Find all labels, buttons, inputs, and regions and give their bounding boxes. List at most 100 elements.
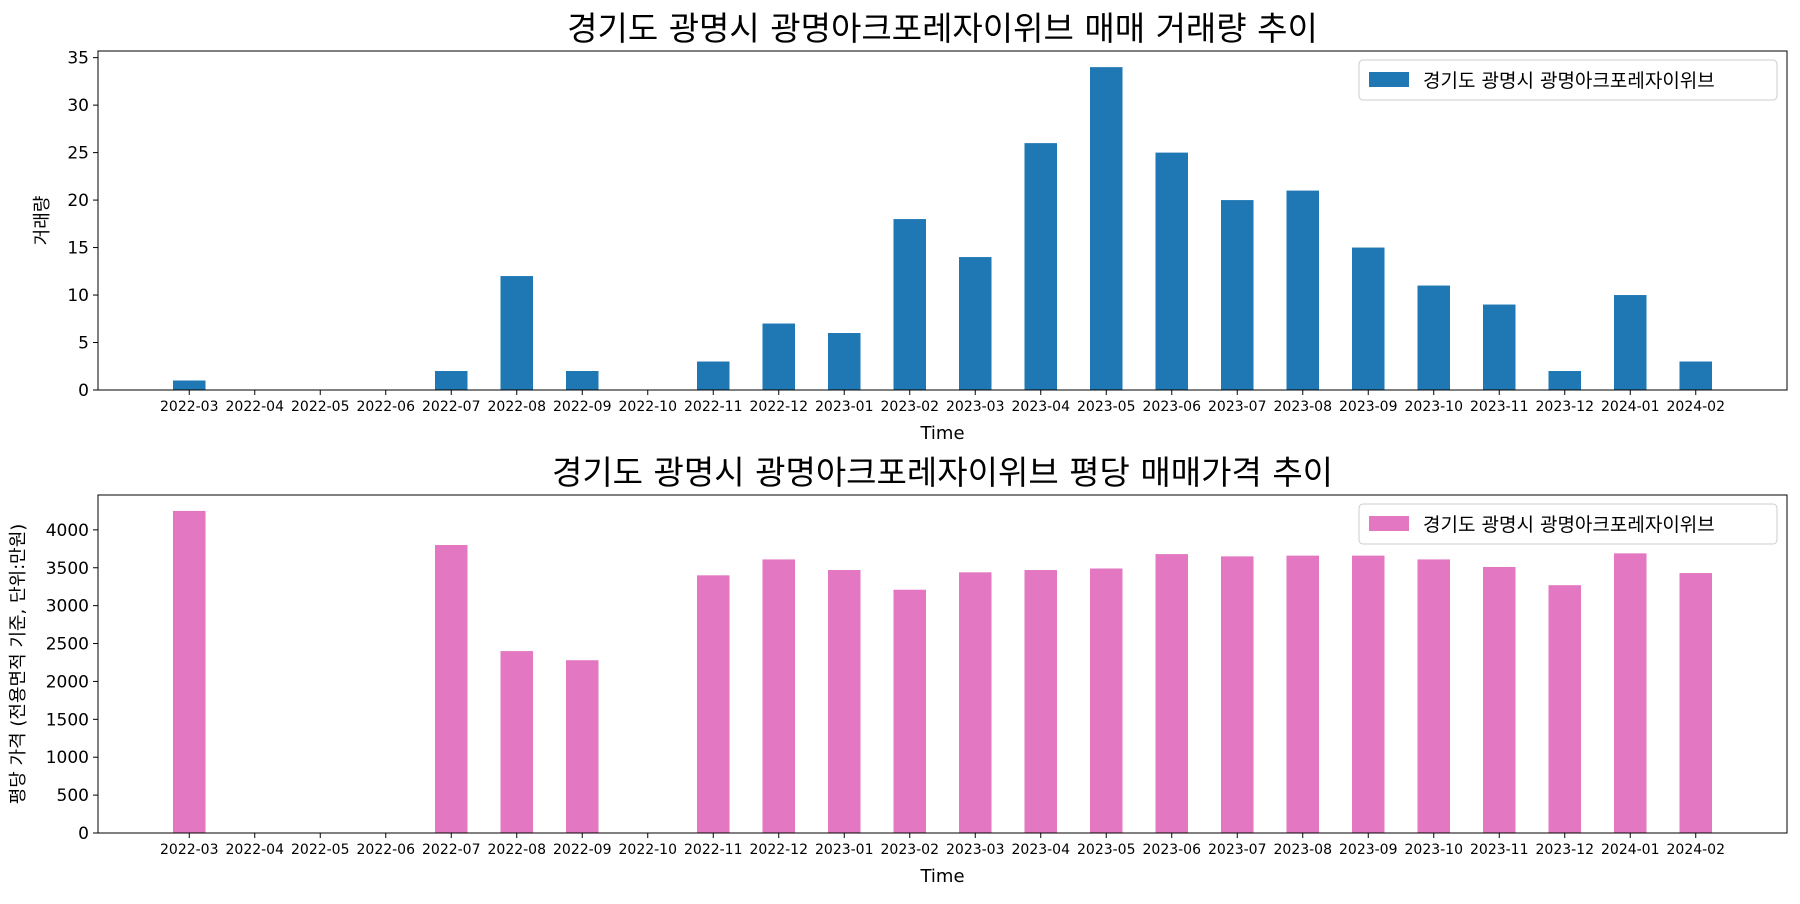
y-tick-label: 0 — [78, 824, 89, 844]
bar-2023-08 — [1286, 555, 1319, 833]
x-tick-label: 2022-10 — [619, 399, 678, 415]
bar-2023-01 — [828, 570, 861, 833]
y-tick-label: 3000 — [46, 597, 89, 617]
x-tick-label: 2023-11 — [1470, 399, 1529, 415]
x-tick-label: 2022-10 — [619, 842, 678, 858]
bar-2023-02 — [893, 219, 926, 390]
plot-frame — [97, 50, 1788, 391]
bar-2023-07 — [1221, 556, 1254, 833]
legend-label: 경기도 광명시 광명아크포레자이위브 — [1423, 70, 1715, 92]
x-tick-label: 2023-12 — [1536, 399, 1595, 415]
x-tick-label: 2022-11 — [684, 842, 743, 858]
bar-2023-10 — [1417, 285, 1450, 390]
y-tick-label: 2500 — [46, 635, 89, 655]
x-axis-label: Time — [919, 423, 964, 444]
x-tick-label: 2023-09 — [1339, 842, 1398, 858]
chart-title: 경기도 광명시 광명아크포레자이위브 평당 매매가격 추이 — [552, 453, 1333, 492]
chart-panel-2: 경기도 광명시 광명아크포레자이위브 평당 매매가격 추이 0 500 1000 150… — [8, 453, 1788, 887]
y-tick-label: 2000 — [46, 672, 89, 692]
x-tick-label: 2022-04 — [226, 399, 285, 415]
x-tick-label: 2023-01 — [815, 399, 874, 415]
y-axis-label: 평당 가격 (전용면적 기준, 단위:만원) — [8, 524, 29, 805]
y-tick-label: 1000 — [46, 748, 89, 768]
y-tick-label: 5 — [78, 334, 89, 354]
x-tick-label: 2024-01 — [1601, 399, 1660, 415]
x-tick-label: 2022-05 — [291, 842, 350, 858]
bar-2023-10 — [1417, 559, 1450, 833]
y-tick-label: 20 — [67, 191, 89, 211]
bar-2023-04 — [1024, 143, 1057, 390]
bar-2023-12 — [1548, 585, 1581, 833]
x-tick-label: 2022-06 — [357, 399, 416, 415]
y-tick-label: 35 — [67, 49, 89, 69]
x-tick-label: 2022-06 — [357, 842, 416, 858]
legend-swatch — [1369, 72, 1409, 87]
legend-box — [1358, 59, 1778, 101]
x-tick-label: 2023-11 — [1470, 842, 1529, 858]
chart-title: 경기도 광명시 광명아크포레자이위브 매매 거래량 추이 — [567, 9, 1318, 48]
bar-2024-01 — [1614, 295, 1647, 390]
bar-2023-09 — [1352, 555, 1385, 833]
bar-2023-09 — [1352, 247, 1385, 390]
bar-2023-08 — [1286, 190, 1319, 390]
x-tick-label: 2023-03 — [946, 399, 1005, 415]
y-tick-label: 30 — [67, 96, 89, 116]
y-tick-label: 3500 — [46, 559, 89, 579]
x-tick-label: 2023-05 — [1077, 842, 1136, 858]
y-tick-label: 4000 — [46, 521, 89, 541]
bar-2023-06 — [1155, 554, 1188, 833]
x-axis-label: Time — [919, 866, 964, 887]
bar-2023-03 — [959, 572, 992, 833]
bar-2023-11 — [1483, 304, 1516, 390]
x-tick-label: 2023-03 — [946, 842, 1005, 858]
bar-2022-11 — [697, 361, 730, 390]
bar-2024-01 — [1614, 553, 1647, 833]
y-tick-label: 10 — [67, 286, 89, 306]
bar-2022-03 — [173, 380, 206, 390]
bar-2022-12 — [762, 323, 795, 390]
x-tick-label: 2024-01 — [1601, 842, 1660, 858]
x-tick-label: 2022-12 — [750, 399, 809, 415]
x-tick-label: 2022-04 — [226, 842, 285, 858]
bar-2024-02 — [1679, 361, 1712, 390]
x-tick-label: 2022-05 — [291, 399, 350, 415]
bar-2023-03 — [959, 257, 992, 390]
bar-2023-01 — [828, 333, 861, 390]
x-tick-label: 2022-07 — [422, 399, 481, 415]
chart-panel-1: 경기도 광명시 광명아크포레자이위브 매매 거래량 추이 0 5 10 15 20 25 30… — [32, 9, 1788, 444]
x-tick-label: 2022-03 — [160, 399, 219, 415]
bar-2023-07 — [1221, 200, 1254, 390]
plot-frame — [97, 494, 1788, 834]
legend-label: 경기도 광명시 광명아크포레자이위브 — [1423, 514, 1715, 536]
bar-2022-07 — [435, 371, 468, 390]
bar-2022-08 — [500, 276, 533, 390]
y-tick-label: 1500 — [46, 710, 89, 730]
x-tick-label: 2023-06 — [1143, 842, 1202, 858]
x-tick-label: 2023-08 — [1274, 842, 1333, 858]
x-tick-label: 2023-01 — [815, 842, 874, 858]
x-tick-label: 2022-11 — [684, 399, 743, 415]
x-tick-label: 2022-12 — [750, 842, 809, 858]
legend: 경기도 광명시 광명아크포레자이위브 — [1358, 59, 1778, 101]
x-tick-label: 2023-09 — [1339, 399, 1398, 415]
bar-2023-12 — [1548, 371, 1581, 390]
legend-box — [1358, 503, 1778, 545]
x-tick-label: 2022-09 — [553, 842, 612, 858]
y-axis-label: 거래량 — [32, 196, 53, 246]
bar-2022-07 — [435, 545, 468, 833]
x-tick-label: 2023-10 — [1405, 399, 1464, 415]
legend: 경기도 광명시 광명아크포레자이위브 — [1358, 503, 1778, 545]
x-tick-label: 2024-02 — [1667, 399, 1726, 415]
x-tick-label: 2022-08 — [488, 399, 547, 415]
x-tick-label: 2022-03 — [160, 842, 219, 858]
x-tick-label: 2022-07 — [422, 842, 481, 858]
y-tick-label: 25 — [67, 144, 89, 164]
x-tick-label: 2023-12 — [1536, 842, 1595, 858]
x-tick-label: 2022-08 — [488, 842, 547, 858]
bar-2023-02 — [893, 589, 926, 833]
bar-2023-11 — [1483, 566, 1516, 833]
bar-2023-04 — [1024, 570, 1057, 833]
x-tick-label: 2022-09 — [553, 399, 612, 415]
bar-2023-05 — [1090, 67, 1123, 391]
